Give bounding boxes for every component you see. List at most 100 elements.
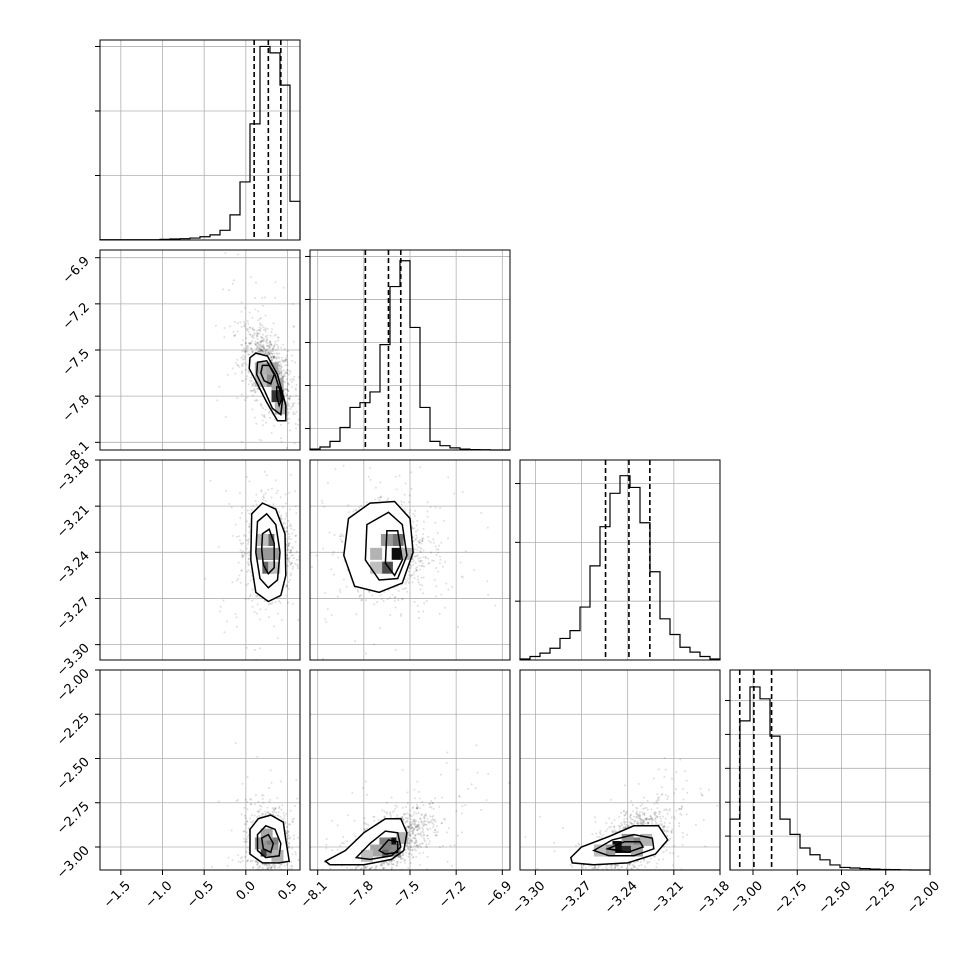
sample-point [263,904,265,906]
sample-point [284,517,287,520]
sample-point [255,612,258,615]
sample-point [256,332,259,335]
sample-point [426,515,429,518]
sample-point [263,347,265,350]
sample-point [293,805,296,807]
sample-point [244,341,247,344]
sample-point [241,506,244,509]
sample-point [271,601,274,604]
sample-point [400,854,403,857]
sample-point [269,352,272,355]
sample-point [280,365,283,368]
sample-point [290,527,293,530]
sample-point [280,373,283,376]
sample-point [266,864,269,867]
sample-point [261,794,263,797]
sample-point [286,354,288,357]
sample-point [271,358,274,361]
sample-point [296,797,299,800]
sample-point [272,356,275,359]
sample-point [487,593,490,596]
sample-point [397,589,400,592]
sample-point [258,332,261,335]
sample-point [281,370,284,373]
sample-point [244,840,247,843]
sample-point [283,380,286,383]
sample-point [291,603,294,605]
sample-point [366,865,369,868]
sample-point [255,398,258,401]
sample-point [268,873,270,875]
sample-point [271,884,273,886]
sample-point [260,959,262,961]
sample-point [255,348,258,351]
sample-point [243,361,246,364]
sample-point [267,347,270,350]
sample-point [247,827,250,830]
sample-point [257,332,260,335]
sample-point [284,364,287,367]
sample-point [411,581,414,584]
sample-point [287,389,290,392]
sample-point [262,794,265,797]
sample-point [247,322,250,325]
sample-point [270,867,273,870]
sample-point [245,346,248,349]
sample-point [280,863,283,866]
sample-point [279,516,282,519]
sample-point [389,885,391,887]
sample-point [433,578,436,581]
sample-point [285,502,287,505]
sample-point [418,541,421,544]
sample-point [255,347,258,350]
sample-point [269,891,271,893]
sample-point [413,577,416,580]
sample-point [292,820,295,823]
histogram-p2 [309,260,510,451]
sample-point [363,866,366,869]
sample-point [223,336,226,339]
sample-point [271,872,273,874]
sample-point [311,463,313,465]
sample-point [274,296,277,299]
sample-point [246,375,249,378]
sample-point [255,342,258,345]
sample-point [230,829,233,832]
sample-point [286,418,289,421]
sample-point [261,886,263,888]
sample-point [296,423,299,426]
sample-point [379,876,381,878]
sample-point [289,551,292,554]
sample-point [417,581,420,584]
sample-point [413,515,416,518]
sample-point [237,860,240,863]
sample-point [330,568,333,571]
sample-point [286,826,289,828]
sample-point [278,866,281,869]
sample-point [290,904,292,906]
histogram-p4 [729,686,930,871]
sample-point [447,588,450,591]
sample-point [286,554,289,557]
sample-point [247,370,250,372]
sample-point [288,556,291,559]
hist-frame-p1 [99,39,301,241]
sample-point [311,566,313,568]
sample-point [451,585,454,588]
sample-point [409,575,412,578]
sample-point [475,744,478,747]
sample-point [265,336,268,339]
sample-point [272,347,275,350]
sample-point [290,549,293,552]
sample-point [259,877,261,879]
sample-point [295,779,298,782]
sample-point [290,561,293,564]
sample-point [236,364,239,367]
sample-point [262,493,265,496]
sample-point [256,816,258,818]
sample-point [418,583,421,586]
sample-point [289,508,291,511]
sample-point [301,849,303,851]
sample-point [254,281,257,284]
sample-point [326,482,329,484]
